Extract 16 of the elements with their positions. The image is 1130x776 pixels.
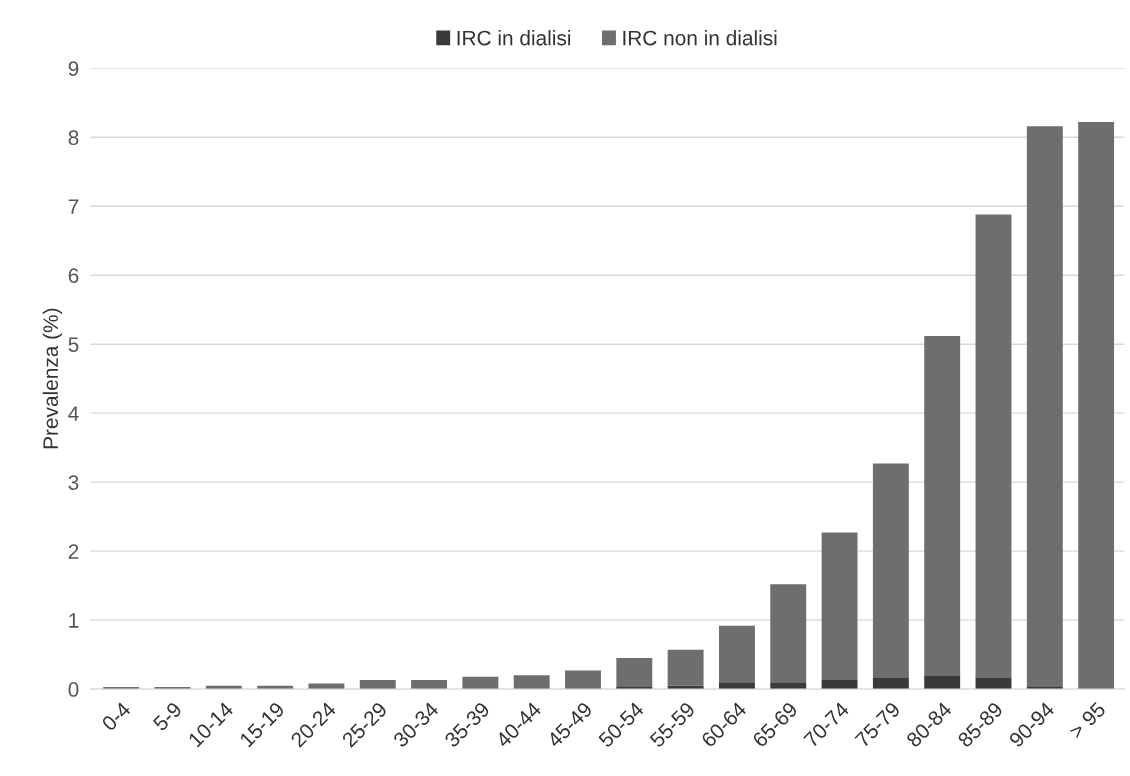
y-tick-label: 8: [68, 130, 79, 146]
y-tick-label: 1: [69, 613, 79, 628]
legend-label: IRC non in dialisi: [623, 30, 777, 46]
y-tick-label: 5: [68, 337, 79, 352]
y-tick-label: 9: [68, 61, 79, 77]
y-tick-label: 4: [68, 406, 79, 421]
x-tick-label: > 95: [1068, 701, 1107, 740]
y-tick-label: 2: [68, 544, 79, 559]
y-tick-label: 7: [68, 199, 79, 214]
y-tick-label: 6: [68, 268, 79, 283]
x-tick-label: 5-9: [152, 701, 183, 732]
y-tick-label: 0: [68, 682, 79, 697]
x-tick-label: 0-4: [100, 701, 132, 732]
y-axis-title: Prevalenza (%): [42, 308, 63, 449]
y-tick-label: 3: [68, 475, 79, 490]
legend-label: IRC in dialisi: [457, 30, 571, 46]
